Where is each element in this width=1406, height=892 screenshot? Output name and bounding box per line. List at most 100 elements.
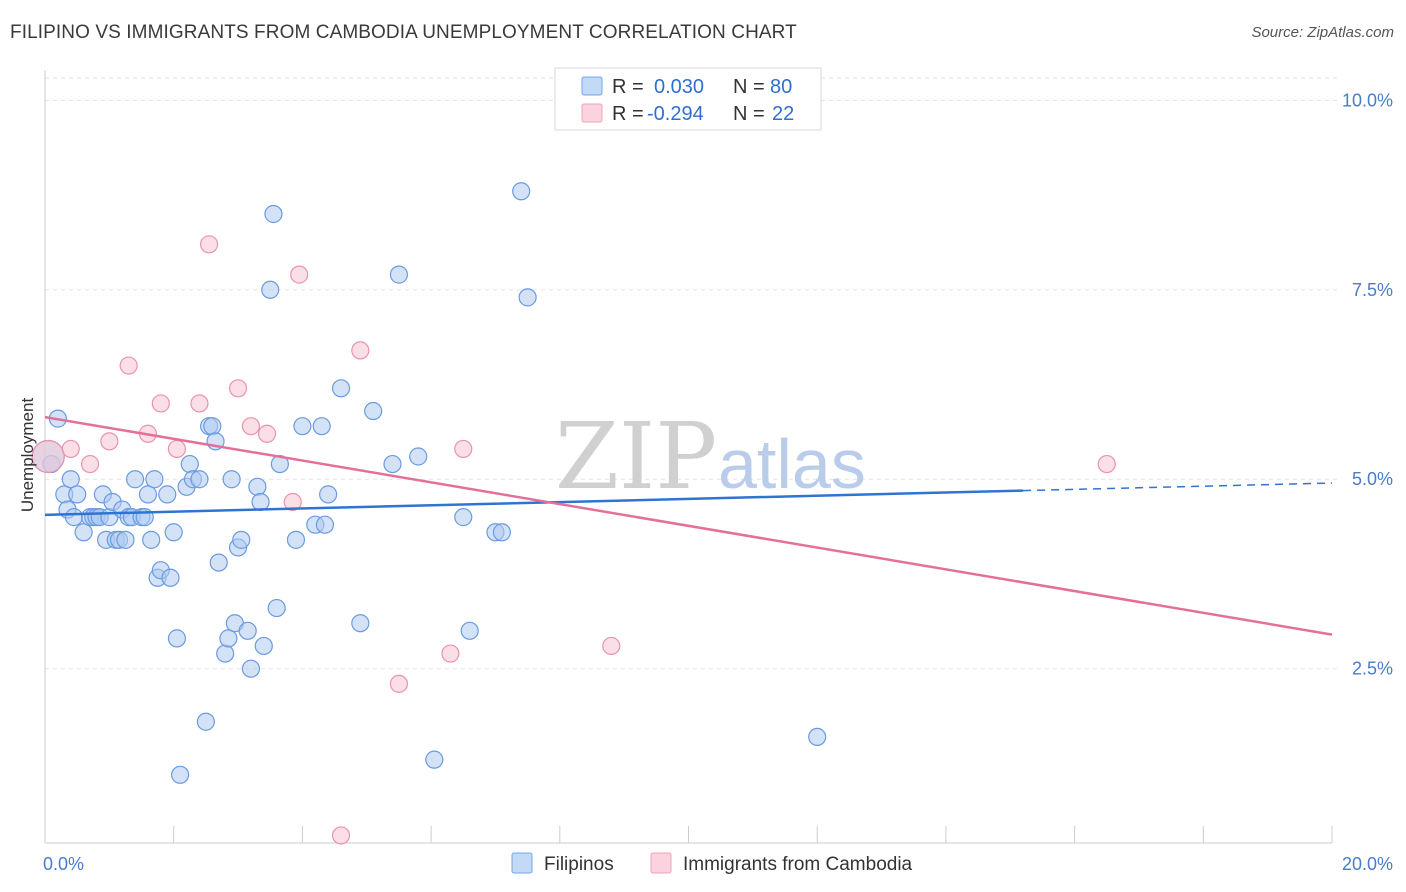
filipinos-point [190,470,209,489]
filipinos-point [267,598,286,618]
filipinos-point [512,182,531,201]
filipinos-point [241,659,261,678]
filipinos-point [389,265,409,284]
filipinos-point [161,568,180,587]
legend-r-label-1: R = [612,76,644,98]
filipinos-point [196,712,215,731]
x-tick-labels: 0.0% 20.0% [43,854,1393,874]
y-tick-label-0: 2.5% [1352,659,1393,679]
filipinos-point [222,470,241,489]
filipinos-point [142,530,161,549]
filipinos-point [164,523,183,542]
filipinos-point [454,508,473,527]
filipinos-point [383,454,402,474]
y-tick-labels: 2.5% 5.0% 7.5% 10.0% [1342,90,1393,678]
filipinos-point [315,515,335,534]
cambodia-point [100,432,119,451]
filipinos-trend-line [44,489,1024,517]
filipinos-point [209,553,228,572]
filipinos-point [248,477,267,496]
filipinos-point [145,470,164,489]
watermark-atlas: atlas [718,425,866,503]
filipinos-point [68,485,87,504]
filipinos-point [167,629,187,648]
cambodia-point [602,636,621,656]
chart-title: FILIPINO VS IMMIGRANTS FROM CAMBODIA UNE… [10,22,797,43]
cambodia-point [199,235,219,254]
filipinos-point [286,530,306,549]
legend-r-value-1: 0.030 [654,76,704,98]
filipinos-point [364,401,383,421]
filipinos-point [293,417,312,436]
y-tick-label-3: 10.0% [1342,90,1393,110]
legend-n-value-2: 22 [772,103,794,125]
legend-swatch-pink [581,103,603,123]
legend-n-label-1: N = [733,76,765,98]
filipinos-points [31,182,827,784]
cambodia-point [454,439,473,459]
y-axis-label: Unemployment [18,398,37,513]
y-tick-label-1: 5.0% [1352,469,1393,489]
filipinos-point [254,636,273,656]
filipinos-point [180,454,199,474]
filipinos-point [61,470,80,489]
legend-n-label-2: N = [733,103,765,125]
cambodia-point [1097,454,1116,474]
cambodia-point [190,394,209,413]
cambodia-point [80,454,100,474]
cambodia-point [167,439,187,459]
filipinos-point [319,485,338,504]
watermark-zip: ZIP [555,403,717,510]
filipinos-point [261,280,280,299]
filipinos-point [158,485,177,504]
filipinos-point [203,417,222,436]
cambodia-point [331,826,351,845]
x-tick-label-1: 20.0% [1342,854,1393,874]
cambodia-point [119,356,138,375]
filipinos-point [125,470,145,489]
filipinos-point [264,204,283,224]
legend-r-label-2: R = [612,103,644,125]
filipinos-point [74,523,93,542]
legend-swatch-filipinos [511,852,533,874]
cambodia-trend-line [44,415,1333,636]
x-tick-label-0: 0.0% [43,854,84,874]
cambodia-point [151,394,170,413]
series-legend: Filipinos Immigrants from Cambodia [511,852,913,875]
filipinos-point [219,629,238,648]
y-tick-label-2: 7.5% [1352,280,1393,300]
grid-lines [45,77,1337,670]
filipinos-point [116,530,135,549]
filipinos-point [251,492,270,512]
filipinos-point [331,379,351,398]
cambodia-point [283,492,302,512]
filipinos-point [216,644,235,663]
filipinos-point [138,485,158,504]
cambodia-point [441,644,460,663]
cambodia-point [290,265,309,284]
source-label: Source: ZipAtlas.com [1251,24,1394,41]
cambodia-points [31,235,1116,845]
filipinos-point [351,614,370,633]
legend-r-value-2: -0.294 [647,103,704,125]
cambodia-point [351,341,370,360]
cambodia-point [241,417,261,436]
legend-swatch-cambodia [650,852,672,874]
filipinos-point [64,508,84,527]
filipinos-point [409,447,428,466]
filipinos-point [808,727,827,747]
trend-lines [44,415,1333,636]
filipinos-point [492,523,511,542]
filipinos-point [238,621,257,640]
filipinos-point [171,765,190,784]
correlation-legend: R = 0.030 N = 80 R = -0.294 N = 22 [554,67,822,131]
cambodia-point [61,439,80,459]
legend-n-value-1: 80 [770,76,792,98]
cambodia-point [257,424,277,443]
cambodia-point [389,674,409,693]
cambodia-point [31,439,65,474]
legend-label-filipinos: Filipinos [544,854,614,875]
legend-label-cambodia: Immigrants from Cambodia [683,854,913,875]
filipinos-point [460,621,479,640]
